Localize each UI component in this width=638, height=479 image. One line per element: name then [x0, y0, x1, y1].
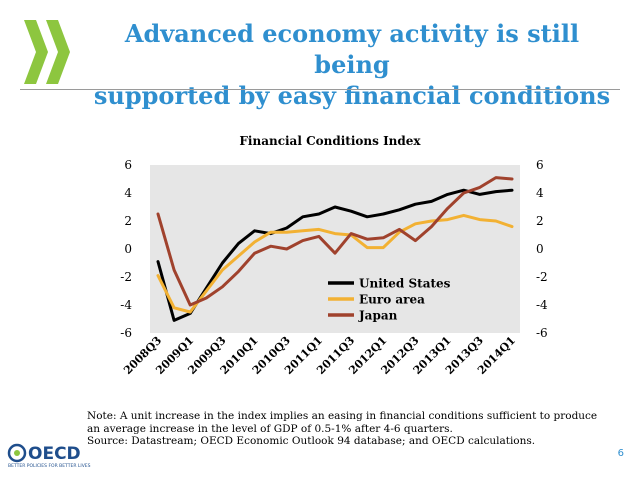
y-tick-label-right: -2 [536, 270, 548, 284]
y-tick-label-left: 6 [124, 158, 132, 172]
oecd-logo-tagline: BETTER POLICIES FOR BETTER LIVES [8, 464, 91, 469]
legend-label: United States [359, 277, 451, 291]
y-tick-label-left: -2 [120, 270, 132, 284]
note-line-2: an average increase in the level of GDP … [87, 422, 453, 435]
y-tick-label-right: 0 [536, 242, 544, 256]
legend-label: Euro area [359, 293, 425, 307]
oecd-logo-icon [7, 443, 27, 463]
page-number: 6 [617, 448, 624, 459]
y-tick-label-right: 6 [536, 158, 544, 172]
y-tick-label-right: 2 [536, 214, 544, 228]
y-tick-label-right: -6 [536, 326, 548, 340]
legend-label: Japan [358, 309, 398, 323]
chart-note: Note: A unit increase in the index impli… [87, 410, 607, 448]
chart-title: Financial Conditions Index [239, 134, 421, 148]
y-tick-label-left: 2 [124, 214, 132, 228]
series-line-euro-area [156, 213, 514, 314]
y-tick-label-right: 4 [536, 186, 544, 200]
source-line: Source: Datastream; OECD Economic Outloo… [87, 435, 536, 448]
title-line-2: supported by easy financial conditions [93, 81, 611, 110]
series-line-united-states [156, 188, 514, 322]
oecd-chevrons-icon [24, 20, 70, 84]
y-tick-label-left: -4 [120, 298, 132, 312]
y-tick-label-right: -4 [536, 298, 548, 312]
oecd-logo-text: OECD [28, 444, 81, 464]
y-tick-label-left: -6 [120, 326, 132, 340]
series-line-japan [156, 176, 514, 307]
title-line-1: Advanced economy activity is still being [124, 19, 580, 79]
y-tick-label-left: 4 [124, 186, 132, 200]
page-title: Advanced economy activity is still being… [92, 18, 612, 111]
financial-conditions-chart: Financial Conditions Index 6 6 4 4 2 2 0 0 -2 -2 -… [120, 134, 548, 377]
note-line-1: Note: A unit increase in the index impli… [87, 410, 598, 422]
y-tick-label-left: 0 [124, 242, 132, 256]
title-divider [20, 89, 620, 90]
